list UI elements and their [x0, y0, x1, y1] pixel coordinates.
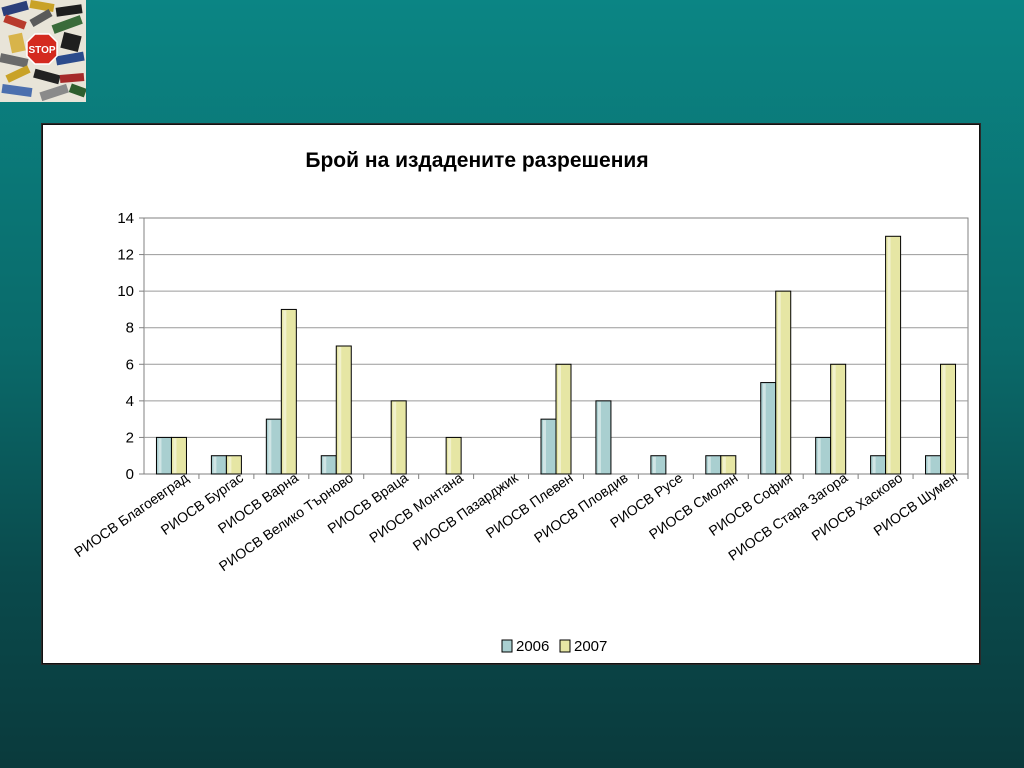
bar-highlight [817, 438, 821, 473]
bar-highlight [393, 401, 397, 473]
bar-highlight [323, 456, 327, 473]
chart-panel: Брой на издадените разрешения 0 2 4 6 8 10 12 1… [42, 124, 980, 664]
bar-2007 [830, 363, 847, 475]
legend: 2006 2007 [501, 638, 607, 655]
bar-2007 [940, 363, 957, 475]
y-tick-label: 12 [117, 247, 134, 264]
y-tick-label: 6 [126, 356, 134, 373]
bar-2007 [445, 436, 462, 475]
bar-highlight [158, 438, 162, 473]
bar-highlight [268, 420, 272, 473]
y-tick-label: 14 [117, 210, 134, 227]
stop-batteries-logo: STOP [0, 0, 86, 102]
legend-swatch-2007 [559, 639, 571, 653]
bar-highlight [597, 401, 601, 473]
bar-2007 [720, 455, 737, 475]
bar-2006 [595, 400, 612, 475]
y-tick-label: 4 [126, 393, 134, 410]
bar-highlight [707, 456, 711, 473]
legend-label-2007: 2007 [574, 638, 607, 655]
x-category-label: РИОСВ Монтана [366, 469, 466, 546]
bar-2007 [555, 363, 572, 475]
bar-highlight [543, 420, 546, 473]
bar-2007 [885, 235, 902, 475]
y-tick-label: 0 [126, 466, 134, 483]
bar-2007 [280, 308, 297, 475]
bar-2007 [390, 400, 407, 475]
legend-swatch-2006 [501, 639, 513, 653]
bar-2007 [335, 345, 352, 475]
bar-highlight [283, 310, 287, 473]
bar-highlight [777, 292, 781, 473]
bar-2007 [775, 290, 792, 475]
y-tick-label: 2 [126, 429, 134, 446]
stop-batteries-icon: STOP [0, 0, 86, 102]
bar-highlight [762, 383, 766, 473]
bar-chart: Брой на издадените разрешения 0 2 4 6 8 10 12 1… [71, 149, 969, 655]
bar-highlight [448, 438, 452, 473]
y-tick-label: 8 [126, 320, 134, 337]
bar-highlight [722, 456, 726, 473]
bar-2006 [650, 455, 667, 475]
bar-highlight [832, 365, 836, 473]
bar-2007 [170, 436, 187, 475]
chart-title: Брой на издадените разрешения [305, 149, 648, 172]
bar-highlight [173, 438, 177, 473]
stop-sign-text: STOP [28, 45, 55, 56]
bar-highlight [942, 365, 946, 473]
x-category-label: РИОСВ Пазарджик [410, 469, 522, 554]
bar-highlight [338, 347, 342, 473]
bar-2007 [225, 455, 242, 475]
bar-highlight [652, 456, 656, 473]
bar-highlight [213, 456, 217, 473]
legend-label-2006: 2006 [516, 638, 549, 655]
bar-highlight [228, 456, 232, 473]
x-category-label: РИОСВ Пловдив [531, 469, 631, 545]
bar-highlight [558, 365, 561, 473]
y-tick-label: 10 [117, 283, 134, 300]
bar-highlight [872, 456, 876, 473]
bar-highlight [887, 237, 891, 473]
bar-highlight [927, 456, 931, 473]
x-category-label: РИОСВ Хасково [809, 469, 906, 544]
